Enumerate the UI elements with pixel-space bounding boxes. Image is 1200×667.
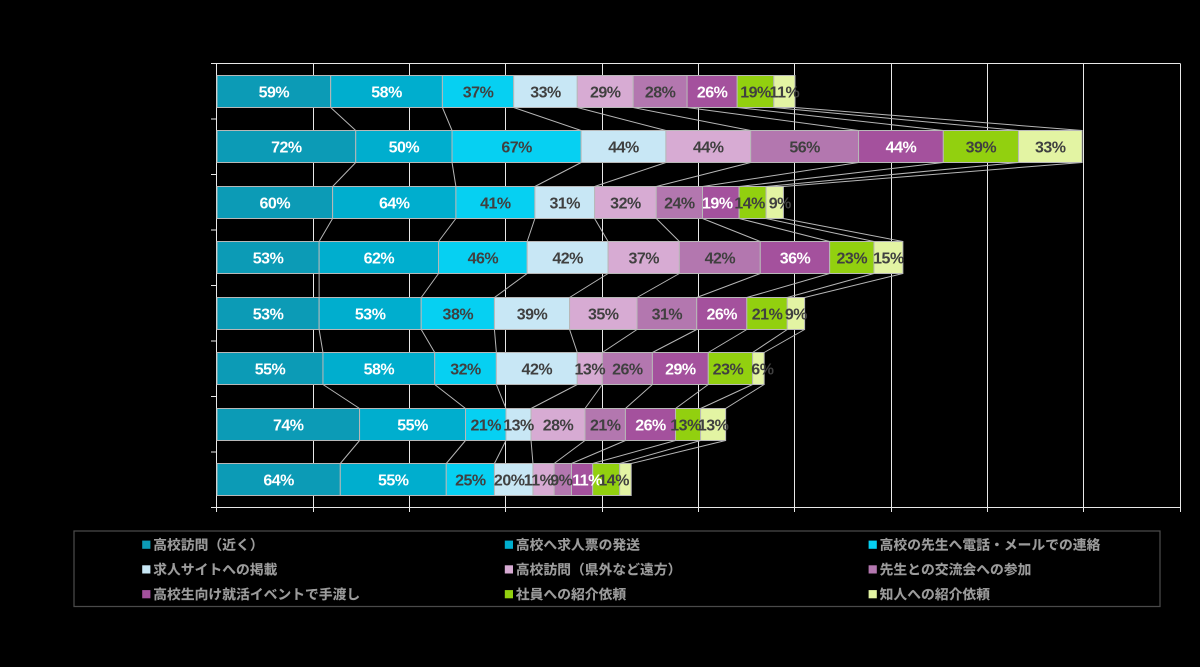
svg-text:67%: 67% (501, 140, 532, 157)
svg-text:13%: 13% (503, 418, 534, 435)
svg-text:25%: 25% (455, 473, 486, 490)
svg-text:33%: 33% (530, 85, 561, 102)
svg-text:38%: 38% (443, 307, 474, 324)
svg-text:24%: 24% (664, 196, 695, 213)
svg-text:26%: 26% (707, 307, 738, 324)
svg-text:42%: 42% (522, 362, 553, 379)
svg-text:41%: 41% (480, 196, 511, 213)
svg-text:28%: 28% (645, 85, 676, 102)
svg-text:13%: 13% (698, 418, 729, 435)
svg-text:44%: 44% (693, 140, 724, 157)
svg-text:32%: 32% (450, 362, 481, 379)
svg-text:32%: 32% (610, 196, 641, 213)
svg-text:58%: 58% (371, 85, 402, 102)
svg-text:26%: 26% (612, 362, 643, 379)
svg-text:15%: 15% (873, 251, 904, 268)
svg-text:60%: 60% (260, 196, 291, 213)
svg-text:39%: 39% (966, 140, 997, 157)
svg-text:31%: 31% (549, 196, 580, 213)
svg-text:46%: 46% (468, 251, 499, 268)
svg-text:64%: 64% (263, 473, 294, 490)
svg-text:74%: 74% (273, 418, 304, 435)
svg-text:26%: 26% (635, 418, 666, 435)
svg-text:42%: 42% (552, 251, 583, 268)
svg-text:9%: 9% (769, 196, 791, 213)
svg-text:11%: 11% (524, 473, 554, 490)
svg-text:11%: 11% (572, 473, 602, 490)
svg-text:9%: 9% (785, 307, 807, 324)
svg-text:36%: 36% (780, 251, 811, 268)
svg-text:20%: 20% (494, 473, 525, 490)
svg-text:14%: 14% (598, 473, 629, 490)
svg-text:14%: 14% (734, 196, 765, 213)
svg-text:9%: 9% (550, 473, 572, 490)
svg-text:37%: 37% (628, 251, 659, 268)
svg-text:55%: 55% (378, 473, 409, 490)
svg-text:59%: 59% (259, 85, 290, 102)
svg-text:31%: 31% (652, 307, 683, 324)
svg-text:11%: 11% (770, 85, 800, 102)
svg-text:21%: 21% (470, 418, 501, 435)
svg-text:53%: 53% (253, 251, 284, 268)
svg-text:58%: 58% (364, 362, 395, 379)
svg-text:6%: 6% (751, 362, 773, 379)
svg-text:53%: 53% (355, 307, 386, 324)
svg-text:35%: 35% (588, 307, 619, 324)
svg-text:23%: 23% (713, 362, 744, 379)
svg-text:37%: 37% (463, 85, 494, 102)
svg-text:55%: 55% (255, 362, 286, 379)
svg-text:56%: 56% (789, 140, 820, 157)
svg-text:50%: 50% (389, 140, 420, 157)
svg-text:26%: 26% (697, 85, 728, 102)
svg-text:33%: 33% (1035, 140, 1066, 157)
svg-text:19%: 19% (702, 196, 733, 213)
svg-text:62%: 62% (364, 251, 395, 268)
svg-text:13%: 13% (670, 418, 701, 435)
svg-text:44%: 44% (608, 140, 639, 157)
svg-text:13%: 13% (575, 362, 606, 379)
svg-text:21%: 21% (752, 307, 783, 324)
svg-text:21%: 21% (590, 418, 621, 435)
svg-text:23%: 23% (837, 251, 868, 268)
svg-text:55%: 55% (397, 418, 428, 435)
svg-text:28%: 28% (543, 418, 574, 435)
svg-text:72%: 72% (271, 140, 302, 157)
svg-text:29%: 29% (665, 362, 696, 379)
svg-text:39%: 39% (517, 307, 548, 324)
svg-text:19%: 19% (740, 85, 771, 102)
svg-text:53%: 53% (253, 307, 284, 324)
svg-text:42%: 42% (705, 251, 736, 268)
svg-text:44%: 44% (886, 140, 917, 157)
svg-text:29%: 29% (590, 85, 621, 102)
svg-text:64%: 64% (379, 196, 410, 213)
